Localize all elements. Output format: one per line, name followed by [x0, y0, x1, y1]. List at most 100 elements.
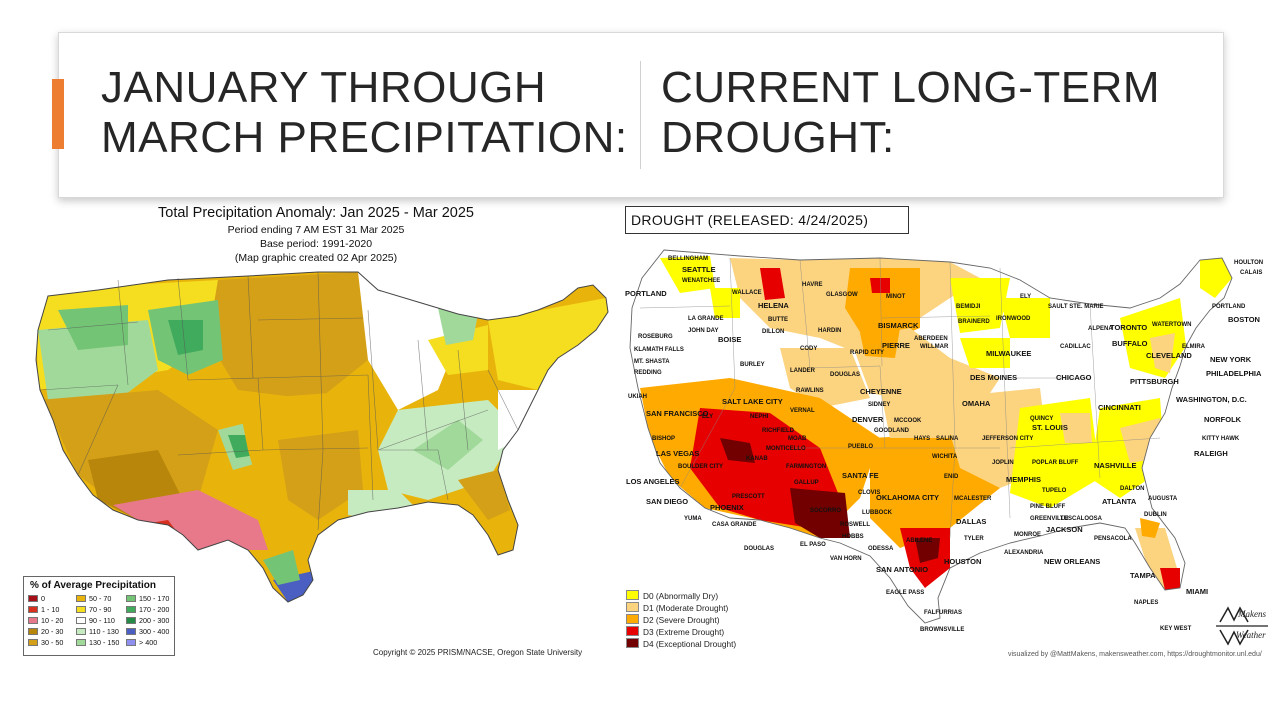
city-label: MT. SHASTA: [634, 359, 670, 365]
city-label: MONTICELLO: [766, 446, 806, 452]
legend-swatch: [626, 626, 639, 636]
legend-swatch: [126, 617, 136, 624]
city-label: EAGLE PASS: [886, 590, 924, 596]
precip-map-title: Total Precipitation Anomaly: Jan 2025 - …: [158, 205, 474, 221]
city-label: ELY: [1020, 294, 1031, 300]
city-label: NEW ORLEANS: [1044, 557, 1100, 566]
city-label: IRONWOOD: [996, 316, 1031, 322]
drought-map-panel: DROUGHT (RELEASED: 4/24/2025): [620, 200, 1276, 664]
city-label: PIERRE: [882, 341, 910, 350]
city-label: CADILLAC: [1060, 344, 1091, 350]
city-label: CLEVELAND: [1146, 351, 1192, 360]
city-label: BISHOP: [652, 436, 675, 442]
city-label: ATLANTA: [1102, 497, 1137, 506]
legend-label: > 400: [139, 638, 158, 647]
legend-label: 20 - 30: [41, 627, 64, 636]
legend-swatch: [76, 595, 86, 602]
city-label: SAULT STE. MARIE: [1048, 304, 1104, 310]
precip-legend-item: 0: [28, 594, 45, 603]
legend-label: 10 - 20: [41, 616, 64, 625]
legend-label: 150 - 170: [139, 594, 170, 603]
legend-swatch: [76, 628, 86, 635]
city-label: HAVRE: [802, 282, 823, 288]
city-label: GLASGOW: [826, 292, 858, 298]
legend-label: 90 - 110: [89, 616, 115, 625]
legend-swatch: [126, 628, 136, 635]
precip-us-map: [35, 271, 609, 603]
city-label: PORTLAND: [625, 289, 667, 298]
city-label: SOCORRO: [810, 508, 841, 514]
makens-weather-logo: Makens Weather: [1214, 604, 1270, 648]
city-label: MEMPHIS: [1006, 475, 1041, 484]
city-label: PHILADELPHIA: [1206, 369, 1262, 378]
logo-mark: [1216, 606, 1268, 646]
precip-legend-item: 200 - 300: [126, 616, 169, 625]
city-label: GOODLAND: [874, 428, 910, 434]
city-label: CLOVIS: [858, 490, 880, 496]
city-label: OMAHA: [962, 399, 991, 408]
city-label: KEY WEST: [1160, 626, 1192, 632]
legend-label: 70 - 90: [89, 605, 112, 614]
city-label: DES MOINES: [970, 373, 1017, 382]
legend-swatch: [76, 639, 86, 646]
city-label: BRAINERD: [958, 319, 990, 325]
city-label: PHOENIX: [710, 503, 744, 512]
city-label: BEMIDJI: [956, 304, 981, 310]
precip-legend: % of Average Precipitation 0 1 - 10 10 -…: [23, 576, 175, 656]
city-label: BOISE: [718, 335, 741, 344]
precipitation-map-panel: Total Precipitation Anomaly: Jan 2025 - …: [18, 200, 614, 660]
city-label: WICHITA: [932, 454, 958, 460]
city-label: ALEXANDRIA: [1004, 550, 1044, 556]
drought-legend-item: D1 (Moderate Drought): [626, 602, 728, 614]
legend-swatch: [126, 595, 136, 602]
city-label: NEPHI: [750, 414, 769, 420]
precip-legend-item: 30 - 50: [28, 638, 63, 647]
legend-swatch: [76, 617, 86, 624]
city-label: EL PASO: [800, 542, 826, 548]
drought-legend-item: D3 (Extreme Drought): [626, 626, 724, 638]
legend-swatch: [76, 606, 86, 613]
legend-label: D1 (Moderate Drought): [643, 603, 729, 613]
city-label: ROSWELL: [840, 522, 870, 528]
legend-swatch: [28, 595, 38, 602]
city-label: LANDER: [790, 368, 816, 374]
legend-label: D3 (Extreme Drought): [643, 627, 725, 637]
city-label: JOHN DAY: [688, 328, 718, 334]
city-label: FARMINGTON: [786, 464, 826, 470]
city-label: HAYS: [914, 436, 930, 442]
city-label: TUPELO: [1042, 488, 1067, 494]
city-label: VERNAL: [790, 408, 815, 414]
city-label: KITTY HAWK: [1202, 436, 1240, 442]
drought-legend-item: D2 (Severe Drought): [626, 614, 720, 626]
city-label: LUBBOCK: [862, 510, 893, 516]
city-label: PITTSBURGH: [1130, 377, 1179, 386]
city-label: RICHFIELD: [762, 428, 795, 434]
precip-map-subtitle-1: Period ending 7 AM EST 31 Mar 2025: [227, 224, 405, 236]
legend-label: 130 - 150: [89, 638, 120, 647]
city-label: HOBBS: [842, 534, 864, 540]
precip-legend-title: % of Average Precipitation: [30, 580, 156, 591]
city-label: DALTON: [1120, 486, 1144, 492]
drought-legend: D0 (Abnormally Dry) D1 (Moderate Drought…: [626, 590, 746, 652]
drought-legend-item: D0 (Abnormally Dry): [626, 590, 718, 602]
city-label: GREENVILLE: [1030, 516, 1068, 522]
city-label: ST. LOUIS: [1032, 423, 1068, 432]
city-label: CHEYENNE: [860, 387, 902, 396]
city-label: TORONTO: [1110, 323, 1147, 332]
city-label: TAMPA: [1130, 571, 1156, 580]
city-label: CASA GRANDE: [712, 522, 756, 528]
legend-label: 300 - 400: [139, 627, 170, 636]
city-label: LA GRANDE: [688, 316, 723, 322]
legend-label: 0: [41, 594, 45, 603]
city-label: PUEBLO: [848, 444, 873, 450]
city-label: BURLEY: [740, 362, 765, 368]
city-label: HELENA: [758, 301, 789, 310]
legend-swatch: [626, 602, 639, 612]
city-label: JOPLIN: [992, 460, 1014, 466]
city-label: NORFOLK: [1204, 415, 1242, 424]
city-label: ENID: [944, 474, 959, 480]
city-label: ALPENA: [1088, 326, 1113, 332]
slide-header: JANUARY THROUGH MARCH PRECIPITATION: CUR…: [52, 32, 1224, 198]
legend-label: D0 (Abnormally Dry): [643, 591, 719, 601]
city-label: QUINCY: [1030, 416, 1053, 422]
